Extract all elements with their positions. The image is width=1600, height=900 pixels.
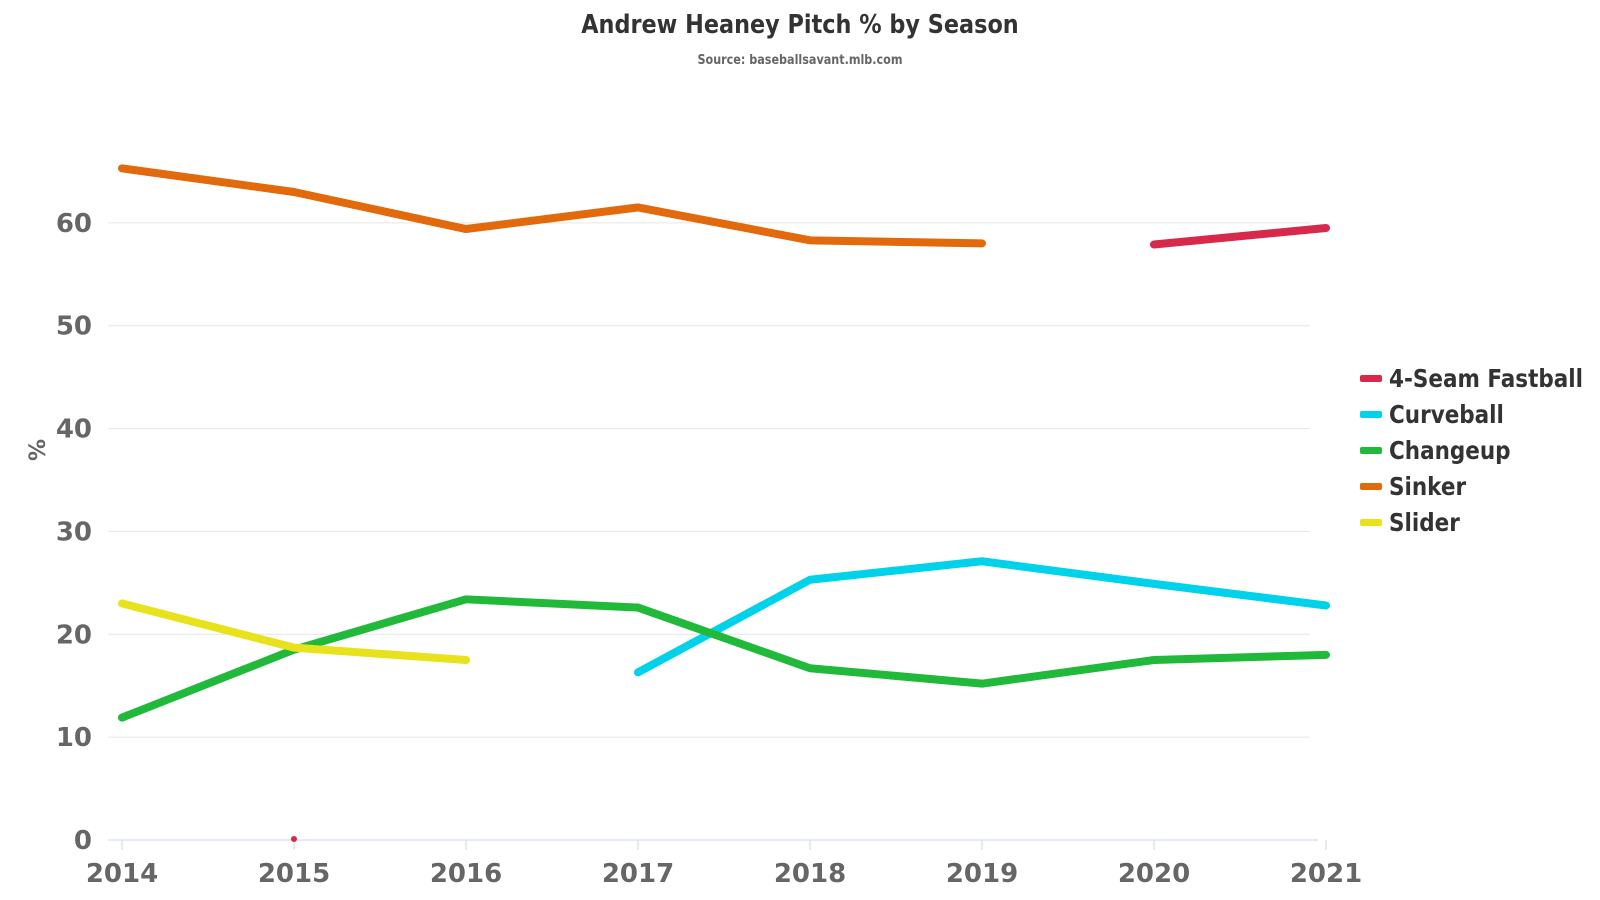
- x-tick-labels: 2014 2015 2016 2017 2018 2019 2020 2021: [86, 859, 1362, 889]
- y-tick-labels: 0 10 20 30 40 50 60: [56, 209, 92, 856]
- y-tick-label: 50: [56, 312, 92, 342]
- x-tick-label: 2015: [258, 859, 330, 889]
- chart-title: Andrew Heaney Pitch % by Season: [581, 10, 1019, 40]
- legend-item-4-seam-fastball[interactable]: 4-Seam Fastball: [1360, 360, 1600, 396]
- axes: [108, 839, 1327, 850]
- legend-label: Curveball: [1389, 399, 1504, 429]
- legend-item-slider[interactable]: Slider: [1360, 504, 1600, 540]
- legend-label: Sinker: [1389, 471, 1467, 501]
- y-tick-label: 40: [56, 415, 92, 445]
- series-line-4-seam-fastball: [1150, 224, 1330, 249]
- legend-item-sinker[interactable]: Sinker: [1360, 468, 1600, 504]
- x-tick-label: 2018: [774, 859, 846, 889]
- legend-swatch: [1360, 374, 1382, 382]
- legend: 4-Seam Fastball Curveball Changeup Sinker Sl…: [1360, 360, 1600, 540]
- y-tick-label: 0: [74, 826, 92, 856]
- legend-swatch: [1360, 482, 1382, 490]
- series-line-changeup: [118, 595, 1330, 722]
- legend-item-changeup[interactable]: Changeup: [1360, 432, 1600, 468]
- y-tick-label: 30: [56, 517, 92, 547]
- x-tick-label: 2017: [602, 859, 674, 889]
- legend-swatch: [1360, 410, 1382, 418]
- y-axis-label: %: [26, 439, 51, 461]
- series-line-slider: [118, 599, 470, 664]
- series-lines: [118, 164, 1330, 842]
- legend-label: Slider: [1389, 507, 1460, 537]
- data-point-4-seam-fastball: [291, 835, 297, 842]
- y-tick-label: 60: [56, 209, 92, 239]
- series-line-sinker: [118, 164, 986, 248]
- series-line-curveball: [634, 557, 1330, 677]
- x-tick-label: 2016: [430, 859, 502, 889]
- y-tick-label: 20: [56, 620, 92, 650]
- legend-swatch: [1360, 518, 1382, 526]
- chart-subtitle: Source: baseballsavant.mlb.com: [697, 53, 903, 68]
- legend-label: Changeup: [1389, 435, 1511, 465]
- x-tick-label: 2020: [1118, 859, 1190, 889]
- legend-swatch: [1360, 446, 1382, 454]
- x-tick-label: 2021: [1290, 859, 1362, 889]
- y-tick-label: 10: [56, 723, 92, 753]
- legend-label: 4-Seam Fastball: [1389, 363, 1583, 393]
- x-tick-label: 2014: [86, 859, 158, 889]
- x-tick-label: 2019: [946, 859, 1018, 889]
- legend-item-curveball[interactable]: Curveball: [1360, 396, 1600, 432]
